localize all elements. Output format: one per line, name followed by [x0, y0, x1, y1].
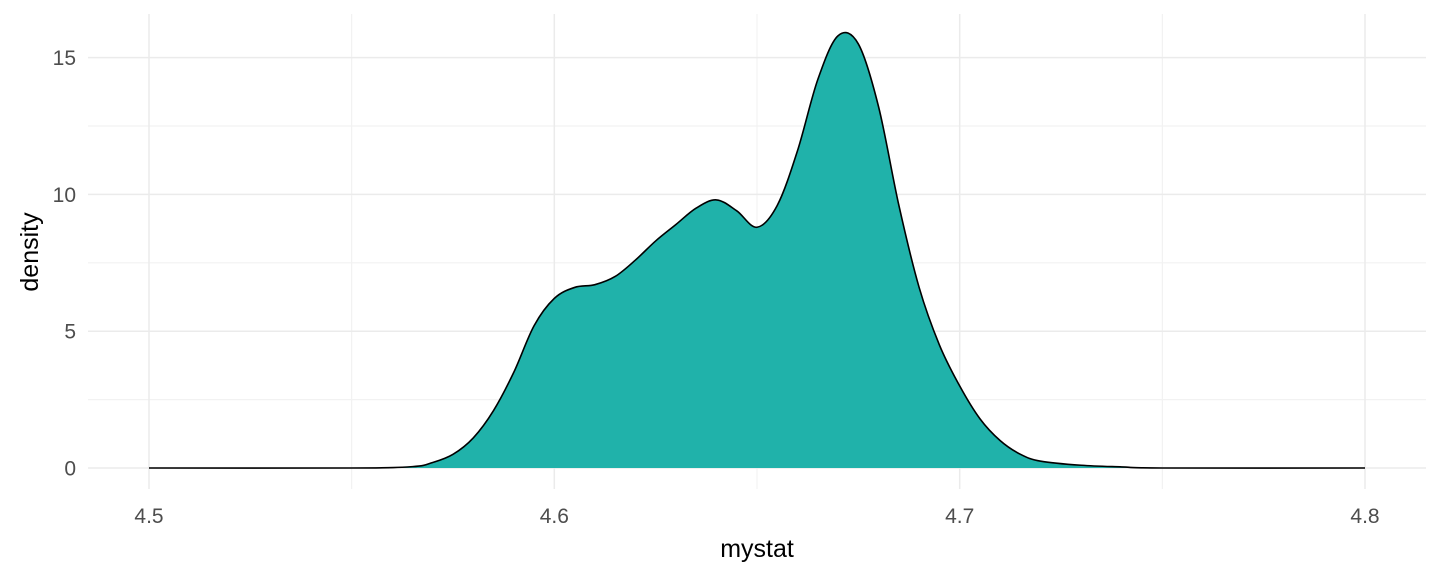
x-axis-title: mystat [720, 535, 794, 563]
density-area [149, 32, 1365, 469]
plot-area [148, 31, 1366, 469]
x-tick-label: 4.8 [1350, 505, 1379, 528]
axes: 4.5 4.6 4.7 4.8 0 5 10 15 [53, 47, 1380, 528]
x-tick-label: 4.6 [540, 505, 569, 528]
y-tick-label: 15 [53, 47, 76, 70]
y-tick-label: 10 [53, 184, 76, 207]
y-tick-label: 0 [64, 458, 76, 481]
y-tick-label: 5 [64, 321, 76, 344]
density-curve [148, 31, 1366, 469]
y-axis-title: density [16, 212, 44, 292]
x-tick-label: 4.7 [945, 505, 974, 528]
x-tick-label: 4.5 [134, 505, 163, 528]
